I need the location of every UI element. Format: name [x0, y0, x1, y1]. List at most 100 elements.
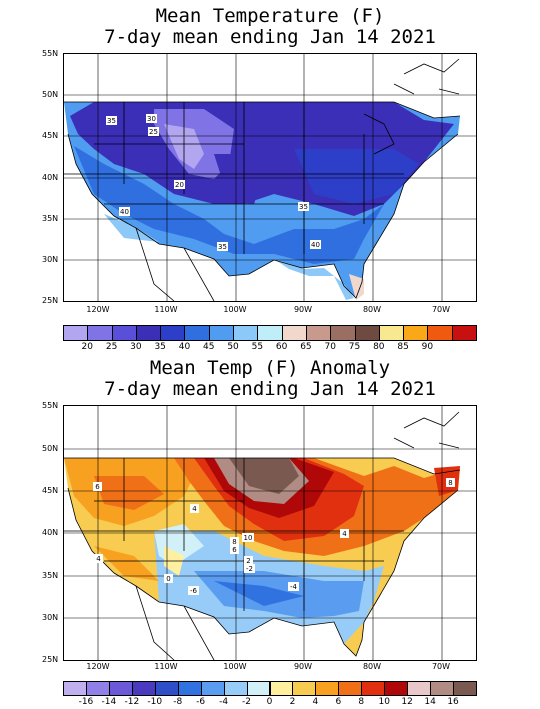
anom-map-svg: 6 4 10 8 6 4 2 0 4 -2 -4 -6 8 — [64, 406, 476, 660]
anom-colorbar-swatch — [85, 681, 110, 696]
temp-colorbar-swatch — [208, 325, 235, 341]
temp-title-line2: 7-day mean ending Jan 14 2021 — [104, 26, 436, 48]
temp-colorbar-label: 75 — [348, 342, 361, 352]
anom-contour-label: 0 — [166, 575, 170, 583]
anom-colorbar-swatch — [269, 681, 294, 696]
anom-contour-label: 6 — [232, 546, 237, 554]
temp-contour-label: 40 — [311, 241, 320, 249]
temp-contour-label: 20 — [175, 181, 184, 189]
temp-colorbar-swatch — [135, 325, 162, 341]
temp-contour-label: 35 — [107, 117, 116, 125]
anom-colorbar-swatch — [131, 681, 156, 696]
temp-fill-regions — [64, 102, 460, 300]
temp-colorbar-label: 70 — [324, 342, 336, 352]
anom-contour-label: -6 — [190, 587, 198, 595]
anom-colorbar-label: 12 — [401, 697, 413, 707]
anom-colorbar-label: -2 — [242, 697, 252, 707]
anom-lat-label: 40N — [42, 528, 59, 537]
anom-colorbar-swatch — [315, 681, 340, 696]
temp-map-svg: 35 30 25 20 40 35 35 40 — [64, 54, 476, 301]
temp-colorbar-label: 85 — [397, 342, 409, 352]
anom-contour-label: -2 — [246, 565, 253, 573]
anom-colorbar-swatch — [361, 681, 386, 696]
temp-colorbar-label: 45 — [203, 342, 215, 352]
temp-colorbar-swatch — [281, 325, 307, 341]
anom-colorbar-swatch — [292, 681, 317, 696]
anom-colorbar-label: 10 — [378, 697, 390, 707]
temp-colorbar-label: 50 — [227, 342, 239, 352]
temp-lat-label: 25N — [42, 296, 59, 305]
anom-colorbar-label: -10 — [147, 697, 163, 707]
anom-colorbar-swatch — [453, 681, 477, 696]
anom-colorbar-label: 16 — [447, 697, 459, 707]
anom-colorbar-label: -6 — [196, 697, 206, 707]
anom-lat-label: 30N — [42, 613, 59, 622]
anom-lat-label: 55N — [42, 401, 59, 410]
temp-lon-label: 100W — [223, 305, 247, 314]
anom-contour-label: 6 — [95, 483, 100, 491]
anom-contour-label: -4 — [290, 583, 298, 591]
temp-contour-label: 25 — [149, 128, 158, 136]
anom-colorbar-swatch — [154, 681, 179, 696]
temp-colorbar-label: 25 — [105, 342, 118, 352]
temp-grid — [64, 54, 476, 301]
anom-colorbar-label: -8 — [173, 697, 183, 707]
anom-colorbar-swatch — [338, 681, 363, 696]
temp-lat-label: 55N — [42, 49, 59, 58]
anom-colorbar-swatch — [407, 681, 432, 696]
temp-colorbar-swatch — [63, 325, 89, 341]
anom-contour-label: 8 — [232, 538, 236, 546]
anom-title-line1: Mean Temp (F) Anomaly — [149, 357, 391, 379]
anom-colorbar-swatch — [177, 681, 202, 696]
anom-colorbar-label: 8 — [358, 697, 365, 707]
anom-lon-label: 120W — [86, 662, 110, 671]
anom-colorbar-label: -4 — [219, 697, 229, 707]
temp-colorbar-swatch — [403, 325, 429, 341]
anom-lat-label: 35N — [42, 571, 59, 580]
anom-lat-label: 50N — [42, 444, 59, 453]
anom-colorbar-swatch — [108, 681, 133, 696]
temp-lat-label: 35N — [42, 214, 59, 223]
temp-colorbar-label: 55 — [251, 342, 264, 352]
temp-colorbar-swatch — [378, 325, 405, 341]
anom-contour-label: 4 — [96, 555, 101, 563]
anom-contour-label: 2 — [246, 557, 250, 565]
temp-title-line1: Mean Temperature (F) — [155, 5, 385, 27]
anom-contour-label: 4 — [342, 530, 347, 538]
anom-colorbar-label: 4 — [312, 697, 319, 707]
temp-lon-label: 90W — [293, 305, 313, 314]
anom-contour-label: 8 — [448, 479, 452, 487]
anom-colorbar-swatch — [430, 681, 455, 696]
anom-lon-label: 80W — [362, 662, 382, 671]
temp-colorbar-label: 60 — [275, 342, 288, 352]
anom-colorbar-label: -16 — [78, 697, 94, 707]
anom-boundaries — [64, 411, 461, 660]
temp-colorbar-label: 30 — [130, 342, 142, 352]
temp-colorbar-swatch — [233, 325, 259, 341]
temp-colorbar-swatch — [257, 325, 283, 341]
anom-lon-label: 110W — [154, 662, 178, 671]
anom-lon-label: 90W — [293, 662, 313, 671]
temp-contour-label: 35 — [218, 243, 227, 251]
anom-lon-label: 100W — [223, 662, 247, 671]
anom-lat-label: 25N — [42, 655, 59, 664]
anom-grid — [64, 406, 476, 660]
temp-contour-label: 30 — [147, 115, 156, 123]
anom-contour-label: 10 — [244, 534, 253, 542]
anom-colorbar-swatch — [246, 681, 271, 696]
anom-colorbar-swatch — [384, 681, 409, 696]
anom-map: 6 4 10 8 6 4 2 0 4 -2 -4 -6 8 — [63, 405, 477, 661]
anom-colorbar-label: 2 — [289, 697, 296, 707]
anom-fill-regions — [64, 458, 460, 656]
temp-colorbar-label: 35 — [154, 342, 166, 352]
anom-title-line2: 7-day mean ending Jan 14 2021 — [104, 378, 436, 400]
anom-colorbar-label: -14 — [101, 697, 117, 707]
temp-colorbar-swatch — [451, 325, 477, 341]
temp-colorbar-label: 80 — [373, 342, 385, 352]
temp-contour-labels: 35 30 25 20 40 35 35 40 — [106, 114, 321, 251]
anom-lat-label: 45N — [42, 486, 59, 495]
anom-colorbar-label: -12 — [124, 697, 140, 707]
temp-lon-label: 110W — [154, 305, 178, 314]
anom-colorbar-swatch — [63, 681, 87, 696]
temp-colorbar-label: 40 — [178, 342, 191, 352]
